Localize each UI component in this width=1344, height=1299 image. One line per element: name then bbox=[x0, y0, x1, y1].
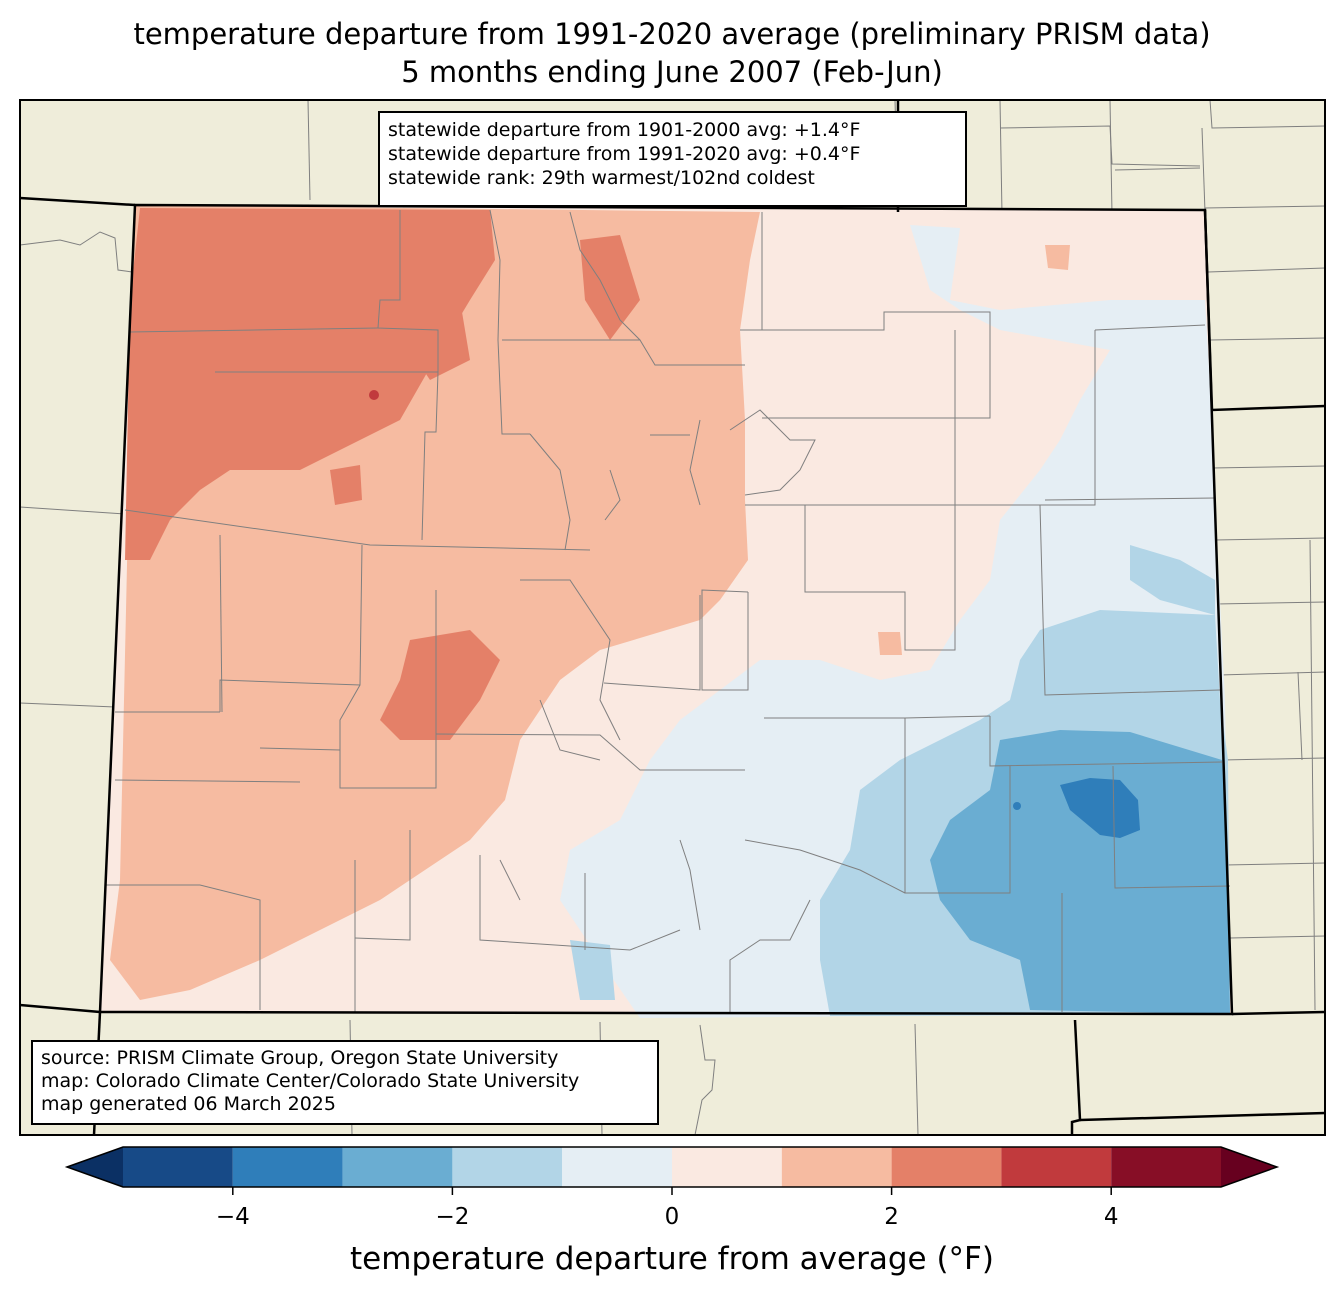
colorbar-tick-label: 0 bbox=[664, 1204, 680, 1230]
cool-patch-south bbox=[570, 940, 615, 1000]
hot-spot bbox=[369, 390, 379, 400]
colorbar-extend-low bbox=[67, 1147, 123, 1187]
map-title-line-2: 5 months ending June 2007 (Feb-Jun) bbox=[401, 55, 943, 89]
colorbar-tick-label: −2 bbox=[435, 1204, 470, 1230]
warm-patch-3 bbox=[330, 465, 362, 505]
source-line-2: map: Colorado Climate Center/Colorado St… bbox=[41, 1070, 580, 1092]
stats-line-2: statewide departure from 1991-2020 avg: … bbox=[388, 143, 861, 165]
source-line-3: map generated 06 March 2025 bbox=[41, 1093, 336, 1115]
cold-core bbox=[1060, 778, 1140, 838]
warm-region-northwest bbox=[125, 208, 495, 560]
warm-patch-east-2 bbox=[878, 632, 902, 655]
colorbar-bin-8 bbox=[1001, 1147, 1112, 1187]
source-line-1: source: PRISM Climate Group, Oregon Stat… bbox=[41, 1047, 559, 1069]
warm-patch-north bbox=[580, 235, 640, 340]
warm-patch-central bbox=[380, 630, 500, 740]
colorbar-bin-7 bbox=[891, 1147, 1002, 1187]
colorbar-bin-6 bbox=[781, 1147, 892, 1187]
colorbar-bin-1 bbox=[232, 1147, 343, 1187]
colorbar-label: temperature departure from average (°F) bbox=[350, 1241, 994, 1277]
statewide-stats-box: statewide departure from 1901-2000 avg: … bbox=[378, 111, 967, 207]
warm-patch-east bbox=[1045, 245, 1070, 270]
colorbar-bin-4 bbox=[562, 1147, 672, 1187]
cold-spot bbox=[1013, 802, 1021, 810]
map-title-line-1: temperature departure from 1991-2020 ave… bbox=[133, 17, 1211, 51]
colorbar-bin-2 bbox=[342, 1147, 453, 1187]
stats-line-1: statewide departure from 1901-2000 avg: … bbox=[388, 119, 861, 141]
colorbar-bin-9 bbox=[1111, 1147, 1221, 1187]
colorbar-tick-label: 2 bbox=[884, 1204, 899, 1230]
source-box: source: PRISM Climate Group, Oregon Stat… bbox=[31, 1040, 659, 1125]
colorbar-extend-high bbox=[1221, 1147, 1277, 1187]
colorado-county-lines bbox=[105, 209, 1231, 1014]
colorbar-tick-label: 4 bbox=[1103, 1204, 1119, 1230]
stats-line-3: statewide rank: 29th warmest/102nd colde… bbox=[388, 167, 815, 189]
cool-patch-east bbox=[1130, 545, 1215, 615]
colorbar-tick-label: −4 bbox=[215, 1204, 250, 1230]
colorbar-outline bbox=[64, 1146, 1280, 1188]
colorbar bbox=[64, 1146, 1280, 1195]
colorbar-bin-3 bbox=[452, 1147, 563, 1187]
colorbar-bin-5 bbox=[672, 1147, 782, 1187]
warm-patch-2 bbox=[410, 300, 470, 380]
cold-region-southeast bbox=[930, 730, 1230, 1014]
colorbar-bin-0 bbox=[123, 1147, 233, 1187]
neighbor-county-lines bbox=[19, 99, 1326, 1136]
map-frame bbox=[19, 99, 1326, 1136]
